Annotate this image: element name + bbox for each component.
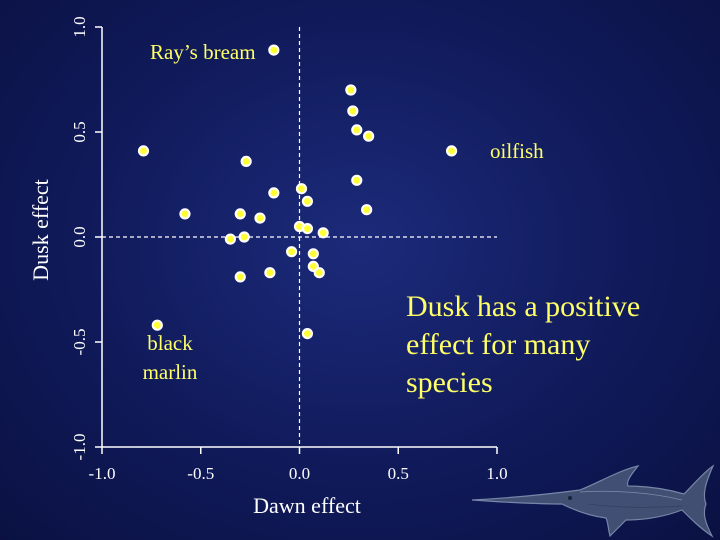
data-point bbox=[179, 208, 191, 220]
data-point bbox=[301, 328, 313, 340]
data-point bbox=[234, 271, 246, 283]
data-point bbox=[238, 231, 250, 243]
annotation-line-3: species bbox=[406, 366, 493, 399]
data-point bbox=[240, 155, 252, 167]
x-axis-title: Dawn effect bbox=[253, 493, 361, 518]
label-black-marlin-line1: black bbox=[147, 331, 193, 355]
data-point bbox=[363, 130, 375, 142]
x-tick-label: -0.5 bbox=[187, 464, 214, 483]
data-point bbox=[254, 212, 266, 224]
data-point bbox=[351, 174, 363, 186]
data-point bbox=[307, 248, 319, 260]
x-tick-label: 0.0 bbox=[289, 464, 310, 483]
data-point bbox=[137, 145, 150, 157]
data-point bbox=[268, 44, 280, 56]
y-tick-label: 0.5 bbox=[70, 121, 89, 142]
data-point bbox=[351, 124, 363, 136]
data-point bbox=[295, 183, 308, 195]
y-tick-label: 0.0 bbox=[70, 226, 89, 247]
annotation-line-1: Dusk has a positive bbox=[406, 290, 641, 323]
data-point bbox=[445, 145, 458, 157]
x-tick-label: 1.0 bbox=[486, 464, 507, 483]
data-point bbox=[268, 187, 280, 199]
data-point bbox=[347, 105, 359, 117]
y-tick-label: -1.0 bbox=[70, 434, 89, 461]
label-oilfish: oilfish bbox=[490, 139, 544, 163]
annotation-line-2: effect for many bbox=[406, 328, 591, 361]
data-point bbox=[301, 223, 313, 235]
data-point bbox=[313, 267, 325, 279]
swordfish-icon bbox=[471, 464, 715, 538]
data-point bbox=[345, 84, 357, 96]
data-point bbox=[224, 233, 236, 245]
data-point bbox=[301, 195, 313, 207]
data-point bbox=[286, 246, 298, 258]
data-point bbox=[151, 319, 163, 331]
x-tick-label: 0.5 bbox=[388, 464, 409, 483]
annotation-callout: Dusk has a positive effect for many spec… bbox=[406, 288, 706, 402]
x-tick-label: -1.0 bbox=[89, 464, 116, 483]
y-tick-label: -0.5 bbox=[70, 329, 89, 356]
data-point bbox=[264, 267, 276, 279]
data-point bbox=[317, 227, 329, 239]
data-point bbox=[361, 204, 373, 216]
y-tick-label: 1.0 bbox=[70, 16, 89, 37]
label-rays-bream: Ray’s bream bbox=[150, 40, 256, 64]
data-point bbox=[234, 208, 246, 220]
label-black-marlin-line2: marlin bbox=[143, 360, 198, 384]
y-axis-title: Dusk effect bbox=[28, 179, 53, 281]
